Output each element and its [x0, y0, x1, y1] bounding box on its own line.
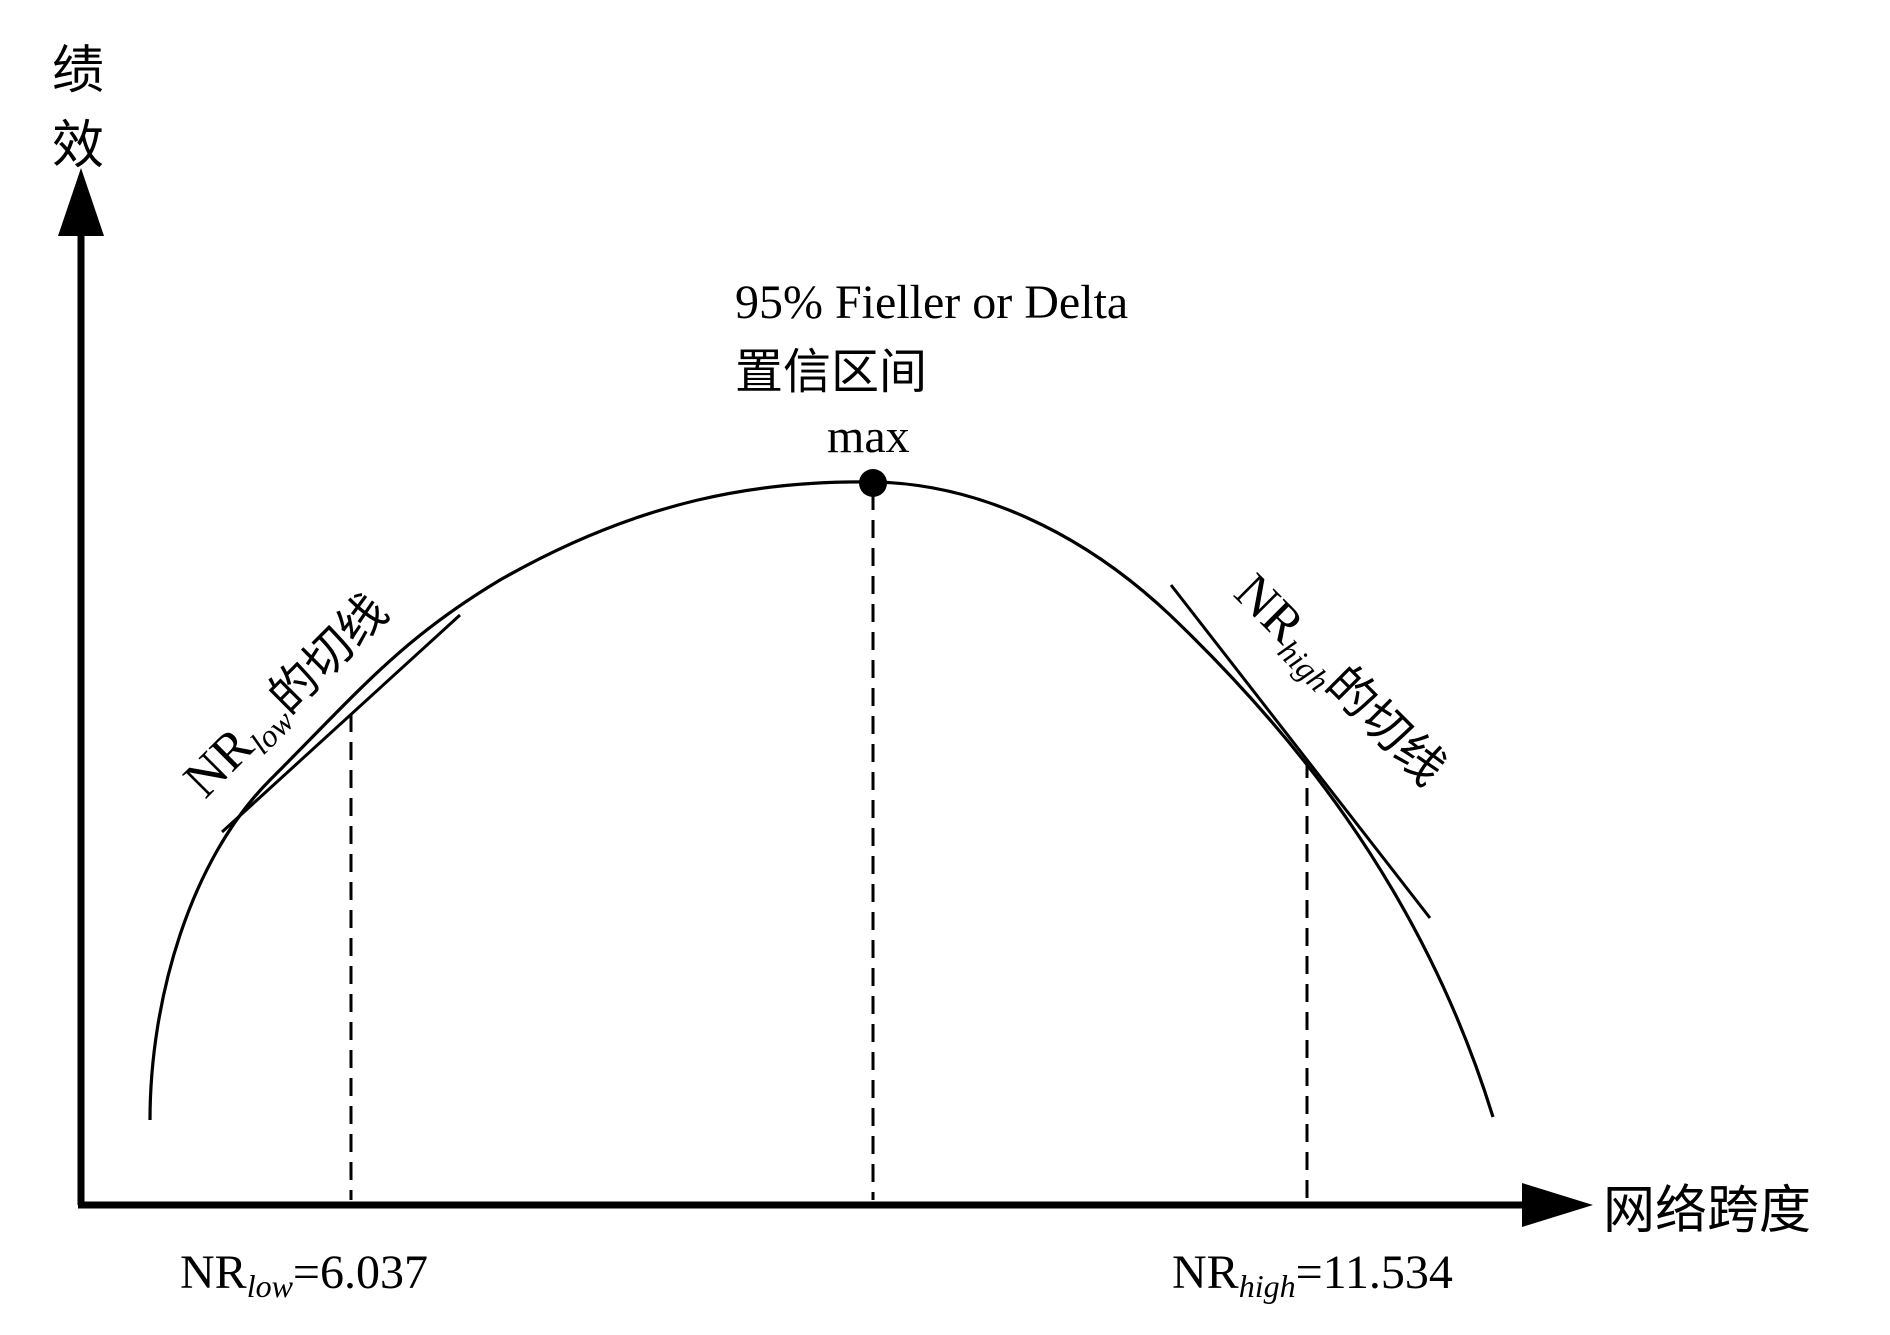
- axes: [58, 168, 1593, 1227]
- tangent-label-high: NRhigh的切线: [1220, 563, 1457, 800]
- tangent-low-suffix: 的切线: [258, 583, 399, 724]
- y-axis-label-line2: 效: [52, 116, 104, 176]
- value-low-suffix: =6.037: [293, 1246, 428, 1299]
- value-high-sub: high: [1239, 1268, 1296, 1304]
- value-label-low: NRlow=6.037: [180, 1246, 428, 1304]
- value-low-sub: low: [247, 1268, 294, 1304]
- max-point: [859, 469, 887, 497]
- interval-label-line1: 95% Fieller or Delta: [735, 276, 1128, 329]
- x-axis-label: 网络跨度: [1603, 1181, 1811, 1241]
- y-axis-arrowhead: [58, 168, 104, 236]
- tangent-high-suffix: 的切线: [1315, 655, 1456, 796]
- tangent-line-low: [220, 613, 462, 834]
- y-axis-label-line1: 绩: [52, 41, 104, 101]
- value-high-suffix: =11.534: [1296, 1246, 1453, 1299]
- x-axis-arrowhead: [1522, 1183, 1593, 1227]
- interval-label-line2: 置信区间: [735, 344, 927, 400]
- value-label-high: NRhigh=11.534: [1172, 1246, 1453, 1304]
- value-high-prefix: NR: [1172, 1246, 1239, 1299]
- svg-text:NRhigh的切线: NRhigh的切线: [1220, 563, 1457, 800]
- max-label: max: [827, 410, 910, 463]
- value-low-prefix: NR: [180, 1246, 247, 1299]
- tangent-line-high: [1169, 584, 1432, 919]
